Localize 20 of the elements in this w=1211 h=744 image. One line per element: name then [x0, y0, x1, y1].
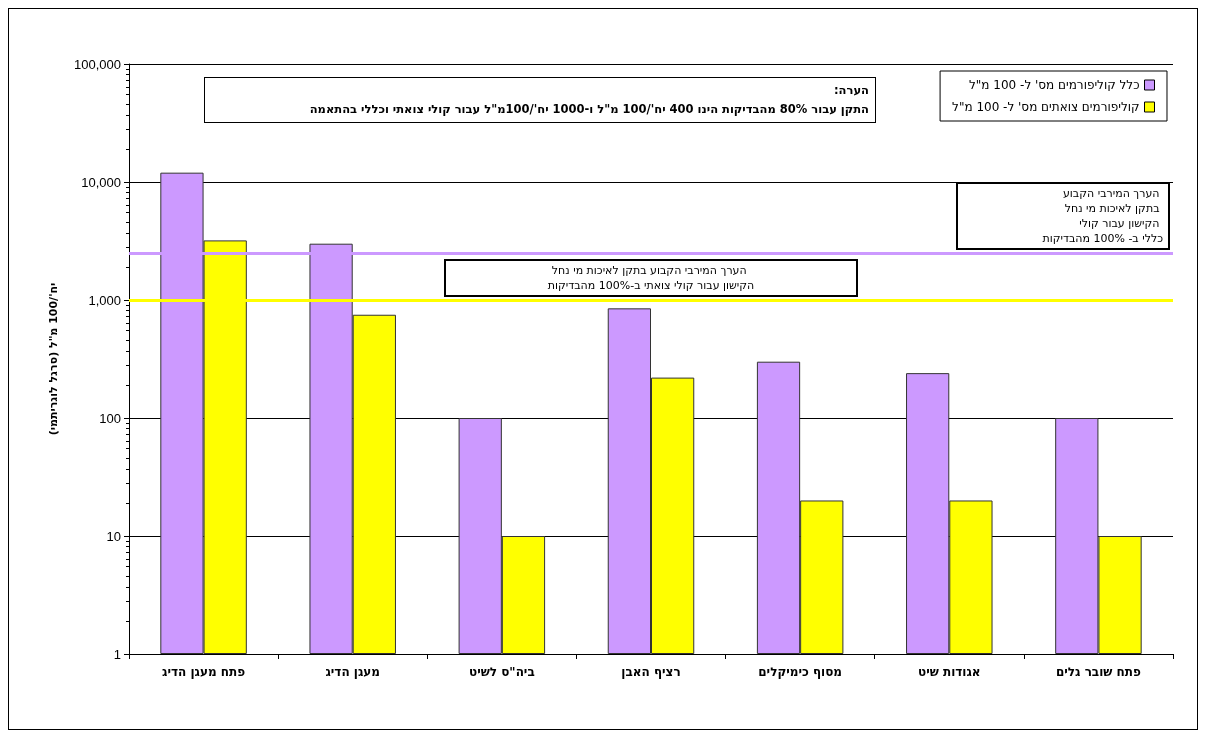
- y-tick-label: 10,000: [81, 174, 121, 190]
- x-tick-label: פתח שובר גלים: [1055, 665, 1142, 679]
- x-tick-label: מעגן הדיג: [325, 665, 380, 679]
- y-axis-title: יח'/100 מ"ל (סרגל לוגריתמי): [47, 282, 60, 436]
- x-tick-label: מסוף כימיקלים: [758, 665, 843, 679]
- annotation: הערה:: [833, 82, 869, 99]
- x-tick-label: רציף האבן: [621, 665, 681, 679]
- y-tick-label: 10: [106, 528, 121, 544]
- x-tick-label: פתח מעגן הדיג: [162, 665, 246, 679]
- y-tick-label: 100: [99, 410, 121, 426]
- ref-line-label: הערך המירבי הקבוע בתקן לאיכות מי נחל הקישון עבור קולי כללי ב- 100% מהבדיקות: [1042, 187, 1164, 246]
- legend-label: קוליפורמים צואתים מס' ל- 100 מ"ל: [952, 100, 1140, 114]
- annotation: התקן עבור 80% מהבדיקות הינו 400 יח'/100 מ"ל ו-1000 יח'/100מ"ל עבור קולי צואתי וכללי בהתאמה: [308, 101, 869, 118]
- x-tick-label: ביה"ס לשיט: [468, 665, 535, 679]
- x-tick-label: אגודות שיט: [918, 665, 981, 679]
- y-tick-label: 1,000: [88, 292, 121, 308]
- legend-label: כלל קוליפורמים מס' ל- 100 מ"ל: [969, 78, 1140, 92]
- ref-line-label: הערך המירבי הקבוע בתקן לאיכות מי נחל הקישון עבור קולי צואתי ב-100% מהבדיקות: [547, 264, 755, 292]
- y-tick-label: 1: [113, 646, 121, 662]
- y-tick-label: 100,000: [74, 56, 121, 72]
